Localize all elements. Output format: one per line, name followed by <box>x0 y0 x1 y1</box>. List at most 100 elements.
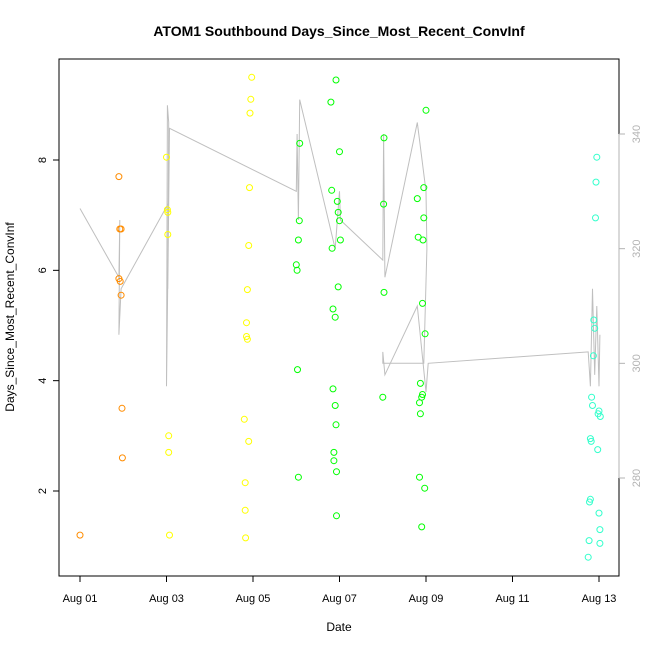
x-tick-label: Aug 05 <box>236 593 271 605</box>
data-point <box>330 457 338 465</box>
data-point <box>590 316 598 324</box>
data-point <box>118 454 126 462</box>
data-point <box>243 335 251 343</box>
data-point <box>379 393 387 401</box>
data-point <box>589 352 597 360</box>
data-point <box>331 402 339 409</box>
data-point <box>165 432 173 440</box>
chart-title: ATOM1 Southbound Days_Since_Most_Recent_… <box>153 23 525 39</box>
data-point <box>241 506 249 514</box>
data-point <box>166 531 173 539</box>
y-tick-label: 2 <box>37 488 49 494</box>
data-point <box>246 184 253 192</box>
data-point <box>164 231 172 238</box>
data-point <box>416 379 424 387</box>
x-axis: Aug 01 Aug 03 Aug 05 Aug 07 Aug 09 Aug 11 Aug … <box>63 575 616 605</box>
y-right-tick-label: 280 <box>631 469 643 487</box>
data-point <box>330 448 338 456</box>
data-point <box>294 366 301 374</box>
data-point <box>294 473 302 481</box>
data-point <box>336 148 343 156</box>
data-point <box>419 299 426 307</box>
data-point <box>584 553 592 561</box>
data-point <box>240 415 248 423</box>
data-point <box>243 319 250 327</box>
x-axis-label: Date <box>326 620 352 634</box>
data-point <box>596 539 604 547</box>
data-point <box>293 266 301 274</box>
data-point <box>592 178 600 186</box>
data-point <box>419 391 426 398</box>
data-point <box>332 421 340 429</box>
data-point <box>243 286 251 294</box>
data-point <box>241 479 249 487</box>
data-point <box>413 195 421 203</box>
x-tick-label: Aug 03 <box>149 593 184 605</box>
data-point <box>296 139 304 147</box>
data-point <box>585 537 593 545</box>
data-point <box>333 197 341 205</box>
data-point <box>586 495 594 503</box>
y-tick-label: 6 <box>37 267 49 273</box>
data-point <box>245 242 253 249</box>
data-point <box>116 277 124 285</box>
data-point <box>380 200 388 208</box>
data-point <box>336 217 343 225</box>
data-point <box>421 484 429 492</box>
data-point <box>421 330 429 338</box>
data-point <box>248 73 256 81</box>
data-point <box>588 393 596 401</box>
data-point <box>416 473 423 481</box>
data-point <box>591 324 599 332</box>
points-layer <box>76 73 604 561</box>
data-point <box>328 186 336 194</box>
data-point <box>380 134 388 142</box>
data-point <box>327 98 335 106</box>
data-point <box>333 468 340 476</box>
data-point <box>163 153 170 161</box>
data-point <box>422 106 430 114</box>
data-point <box>242 534 250 542</box>
plot-area-border <box>58 58 620 577</box>
y-right-tick-label: 340 <box>631 125 643 143</box>
data-point <box>336 236 344 244</box>
data-point <box>587 437 595 445</box>
x-tick-label: Aug 09 <box>409 593 444 605</box>
x-tick-label: Aug 07 <box>322 593 357 605</box>
data-point <box>593 153 601 161</box>
data-point <box>586 435 594 443</box>
data-point <box>115 173 123 181</box>
y-tick-label: 8 <box>37 157 49 163</box>
x-tick-label: Aug 11 <box>495 593 529 605</box>
data-point <box>419 236 427 244</box>
overlay-trace-line <box>79 99 601 393</box>
y-right-tick-label: 320 <box>631 239 643 257</box>
data-point <box>294 236 302 244</box>
y-axis: 2 4 6 8 <box>37 157 60 494</box>
data-point <box>331 313 339 321</box>
data-point <box>420 184 428 192</box>
data-point <box>416 410 424 418</box>
data-point <box>594 446 602 454</box>
data-point <box>589 402 596 409</box>
data-point <box>596 413 604 420</box>
data-point <box>332 76 340 84</box>
data-point <box>418 523 426 531</box>
y-right-tick-label: 300 <box>631 354 643 372</box>
y-tick-label: 4 <box>37 378 49 384</box>
data-point <box>329 305 337 313</box>
data-point <box>117 291 125 299</box>
data-point <box>165 448 173 456</box>
data-point <box>380 288 388 296</box>
data-point <box>245 437 253 445</box>
data-point <box>163 206 171 214</box>
data-point <box>76 531 84 539</box>
data-point <box>117 225 125 233</box>
y-axis-right: 280 300 320 340 <box>618 125 643 487</box>
data-point <box>247 95 255 103</box>
data-point <box>246 109 254 117</box>
data-point <box>420 214 428 222</box>
data-point <box>333 512 340 520</box>
data-point <box>164 208 172 216</box>
